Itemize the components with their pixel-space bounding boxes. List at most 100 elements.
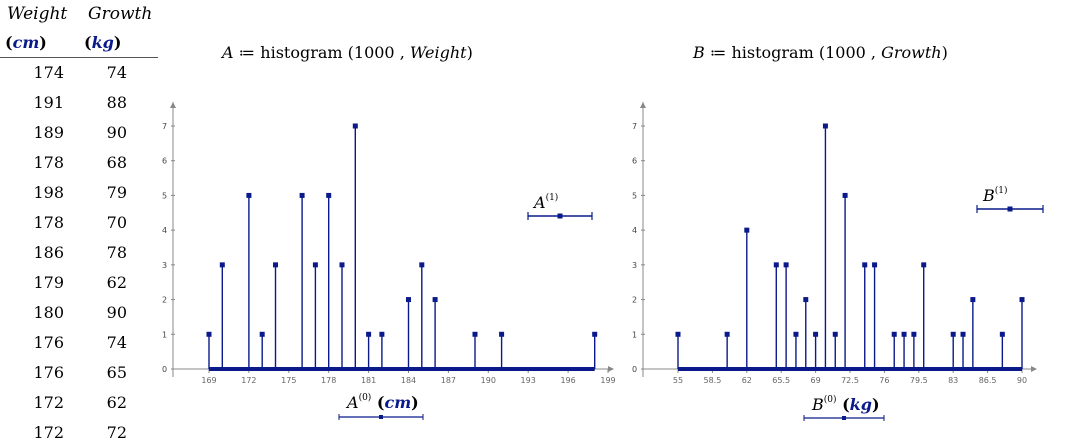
table-cell-weight: 179 — [33, 273, 64, 292]
x-tick-label: 55 — [673, 376, 683, 385]
unit-kg: kg — [91, 33, 114, 52]
col-header-weight: Weight — [7, 4, 68, 24]
x-tick-label: 172 — [241, 376, 256, 385]
table-cell-growth: 68 — [106, 153, 127, 172]
y-tick-label: 0 — [162, 365, 167, 374]
y-tick-label: 5 — [632, 191, 637, 200]
formula-b-close: ) — [941, 43, 948, 62]
x-tick-label: 83 — [948, 376, 958, 385]
x-axis-arrow — [1031, 366, 1037, 372]
formula-a-arg: Weight — [409, 43, 467, 62]
x-label-close: ) — [872, 395, 880, 414]
histogram-marker — [273, 262, 278, 268]
histogram-marker — [950, 331, 956, 337]
y-tick-label: 3 — [632, 261, 637, 270]
y-tick-label: 4 — [162, 226, 167, 235]
x-tick-label: 65.5 — [772, 376, 790, 385]
histogram-marker — [1019, 297, 1025, 303]
x-tick-label: 178 — [321, 376, 336, 385]
y-tick-label: 5 — [162, 191, 167, 200]
table-cell-weight: 174 — [33, 63, 64, 82]
histogram-marker — [793, 331, 799, 337]
x-label-var: A — [345, 393, 359, 412]
histogram-marker — [419, 262, 425, 268]
histogram-marker — [366, 331, 372, 337]
table-cell-weight: 176 — [33, 333, 64, 352]
x-tick-label: 90 — [1017, 376, 1027, 385]
table-cell-growth: 74 — [106, 63, 127, 82]
table-cell-growth: 62 — [106, 273, 127, 292]
histogram-marker — [299, 192, 305, 198]
legend-label: A(1) — [532, 192, 558, 212]
unit-cm: cm — [12, 33, 40, 52]
table-cell-weight: 178 — [33, 213, 64, 232]
y-tick-label: 3 — [162, 261, 167, 270]
histogram-marker — [783, 262, 789, 268]
histogram-marker — [352, 123, 358, 129]
y-tick-label: 1 — [632, 330, 637, 339]
x-axis-label: B(0) (kg) — [811, 394, 880, 414]
table-cell-weight: 172 — [33, 393, 64, 412]
formula-a-close: ) — [466, 43, 473, 62]
table-cell-weight: 176 — [33, 363, 64, 382]
x-label-close: ) — [411, 393, 419, 412]
histogram-marker — [813, 331, 819, 337]
table-cell-growth: 90 — [106, 123, 127, 142]
histogram-marker — [259, 331, 265, 337]
col-header-growth: Growth — [88, 4, 153, 24]
formula-a: A ≔ histogram (1000 , Weight) — [222, 43, 473, 62]
table-cell-weight: 189 — [33, 123, 64, 142]
histogram-marker — [406, 297, 411, 303]
x-tick-label: 69 — [811, 376, 821, 385]
histogram-marker — [326, 192, 332, 198]
x-tick-label: 76 — [879, 376, 889, 385]
y-axis-arrow — [170, 102, 176, 108]
histogram-weight-chart: 0 1 2 3 4 5 6 7 169 172 175 178 181 184 187 190 193 196 19… — [162, 102, 616, 420]
x-label-sup: (0) — [359, 392, 372, 403]
table-cell-weight: 180 — [33, 303, 64, 322]
x-label-unit: cm — [384, 393, 411, 412]
histogram-marker — [724, 331, 730, 337]
y-tick-label: 4 — [632, 226, 637, 235]
y-tick-label: 0 — [632, 365, 637, 374]
x-tick-label: 181 — [361, 376, 376, 385]
x-label-open: ( — [371, 393, 384, 412]
histogram-marker — [219, 262, 225, 268]
x-tick-label: 184 — [401, 376, 416, 385]
formula-b-var: B — [693, 43, 705, 62]
histogram-marker — [675, 331, 681, 337]
y-tick-label: 2 — [162, 296, 167, 305]
y-tick-label: 7 — [632, 122, 637, 131]
histogram-marker — [842, 192, 848, 198]
x-tick-label: 72.5 — [841, 376, 859, 385]
x-tick-label: 193 — [521, 376, 536, 385]
histogram-marker — [744, 227, 750, 233]
histogram-marker — [379, 331, 385, 337]
y-tick-label: 1 — [162, 330, 167, 339]
table-cell-growth: 70 — [106, 213, 127, 232]
table-cell-growth: 90 — [106, 303, 127, 322]
legend-sup: (1) — [546, 192, 559, 203]
table-cell-growth: 79 — [106, 183, 127, 202]
table-cell-weight: 191 — [33, 93, 64, 112]
legend-sup: (1) — [995, 185, 1008, 196]
x-label-unit: kg — [850, 395, 872, 414]
x-tick-label: 175 — [281, 376, 296, 385]
x-label-marker — [842, 416, 846, 420]
histogram-marker — [472, 331, 478, 337]
x-label-marker — [379, 415, 383, 419]
legend-label: B(1) — [982, 185, 1008, 205]
histogram-marker — [499, 331, 505, 337]
histogram-growth-chart: 0 1 2 3 4 5 6 7 55 58.5 62 65.5 69 72.5 76 79.5 83 86.5 90… — [632, 102, 1044, 421]
histogram-marker — [592, 331, 598, 337]
x-tick-label: 190 — [481, 376, 496, 385]
histogram-marker — [862, 262, 868, 268]
x-label-var: B — [811, 395, 824, 414]
legend-var: A — [532, 193, 546, 212]
histogram-marker — [803, 297, 809, 303]
table-cell-growth: 88 — [106, 93, 127, 112]
y-tick-label: 2 — [632, 296, 637, 305]
x-tick-label: 169 — [201, 376, 216, 385]
x-label-sup: (0) — [824, 394, 837, 405]
x-axis-label: A(0) (cm) — [345, 392, 419, 412]
